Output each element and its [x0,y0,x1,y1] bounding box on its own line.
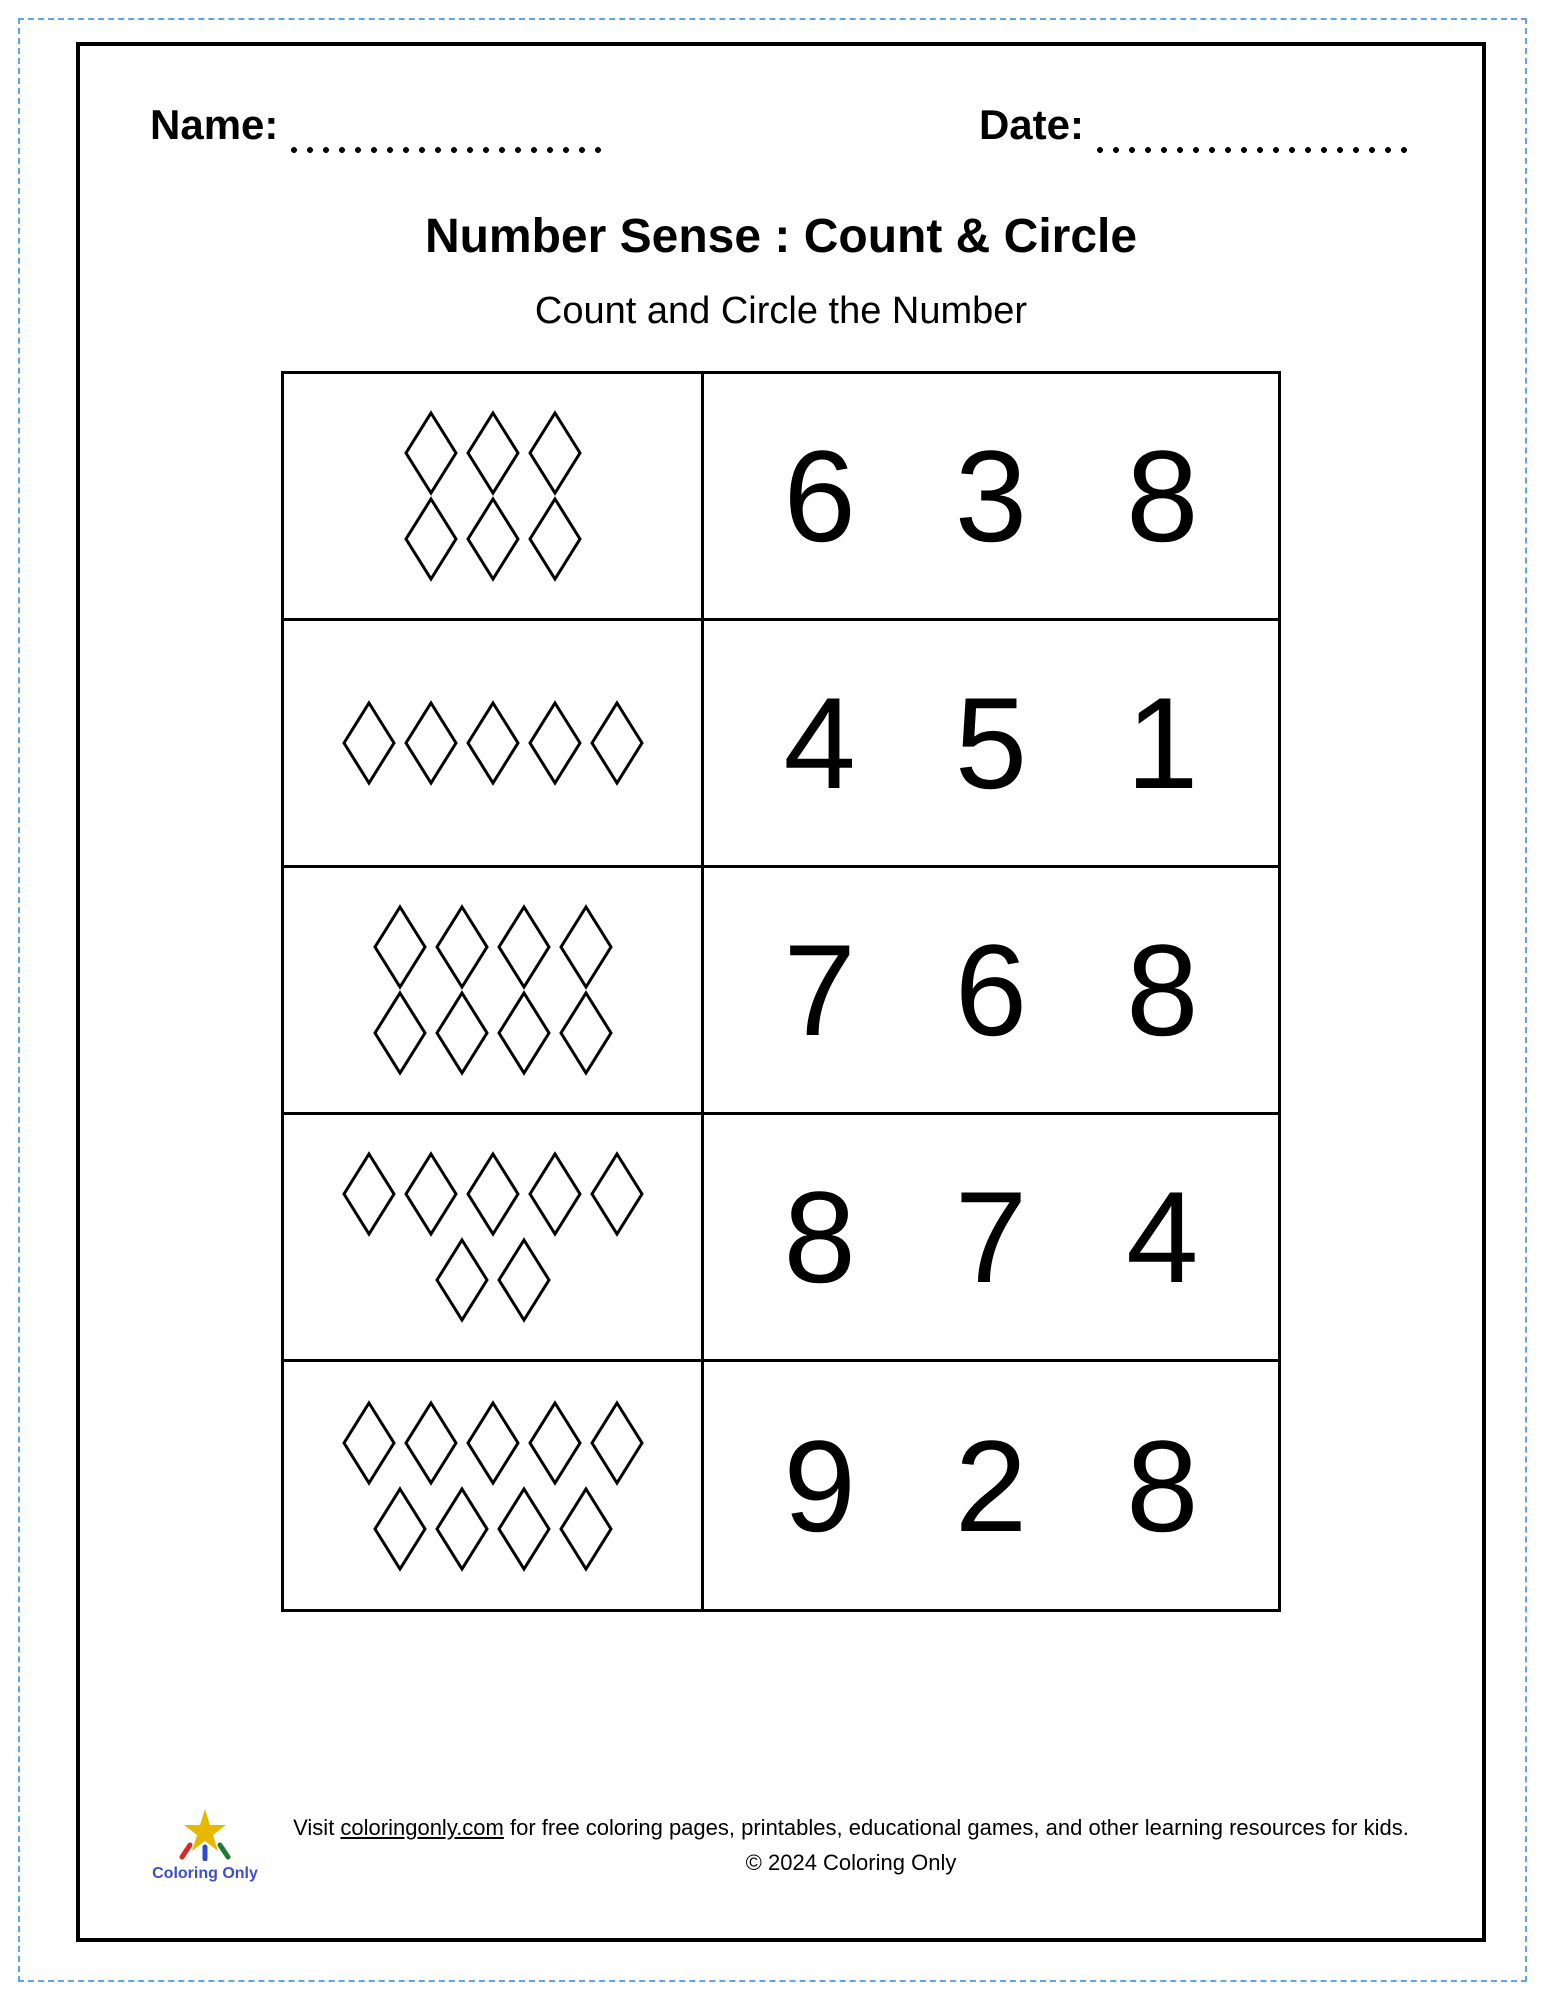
grid-row: 768 [284,868,1278,1115]
diamond-icon [403,1151,459,1237]
diamond-icon [589,1400,645,1486]
diamond-icon [527,410,583,496]
diamond-icon [403,410,459,496]
answer-number: 4 [1126,1172,1198,1302]
worksheet-title: Number Sense : Count & Circle [150,209,1412,264]
answer-number: 7 [784,925,856,1055]
diamond-icon [589,1151,645,1237]
header-row: Name: Date: [150,101,1412,149]
diamond-icon [496,1237,552,1323]
star-people-icon [170,1807,240,1861]
numbers-cell: 638 [704,374,1278,618]
diamond-icon [434,1486,490,1572]
footer-line1-post: for free coloring pages, printables, edu… [504,1815,1409,1840]
numbers-cell: 451 [704,621,1278,865]
shapes-cell [284,1362,704,1609]
answer-number: 6 [955,925,1027,1055]
date-label: Date: [979,101,1084,149]
diamond-icon [527,1151,583,1237]
answer-number: 4 [784,678,856,808]
diamond-icon [372,990,428,1076]
shape-line [341,1400,645,1486]
shape-line [341,1151,645,1237]
grid-row: 451 [284,621,1278,868]
shape-line [403,496,583,582]
diamond-icon [372,1486,428,1572]
diamond-icon [496,990,552,1076]
numbers-cell: 768 [704,868,1278,1112]
diamond-icon [527,700,583,786]
diamond-icon [558,904,614,990]
answer-number: 8 [784,1172,856,1302]
answer-number: 7 [955,1172,1027,1302]
worksheet-page: Name: Date: Number Sense : Count & Circl… [76,42,1486,1942]
diamond-icon [403,700,459,786]
diamond-icon [558,1486,614,1572]
shapes-cell [284,621,704,865]
date-blank-line [1092,143,1412,157]
brand-logo: Coloring Only [150,1807,260,1883]
shapes-cell [284,374,704,618]
diamond-icon [341,1151,397,1237]
shape-line [372,904,614,990]
name-field: Name: [150,101,606,149]
shapes-cell [284,1115,704,1359]
numbers-cell: 874 [704,1115,1278,1359]
diamond-icon [434,1237,490,1323]
diamond-icon [527,496,583,582]
footer: Coloring Only Visit coloringonly.com for… [150,1807,1412,1883]
answer-number: 6 [784,431,856,561]
diamond-icon [465,1151,521,1237]
diamond-icon [341,1400,397,1486]
worksheet-grid: 638451768874928 [281,371,1281,1612]
footer-link[interactable]: coloringonly.com [340,1815,503,1840]
brand-logo-text: Coloring Only [152,1865,258,1883]
name-label: Name: [150,101,278,149]
diamond-icon [496,904,552,990]
diamond-icon [372,904,428,990]
answer-number: 2 [955,1421,1027,1551]
worksheet-subtitle: Count and Circle the Number [150,290,1412,333]
diamond-icon [465,410,521,496]
shape-line [372,990,614,1076]
date-field: Date: [979,101,1412,149]
answer-number: 1 [1126,678,1198,808]
diamond-icon [465,700,521,786]
diamond-icon [403,1400,459,1486]
answer-number: 3 [955,431,1027,561]
answer-number: 9 [784,1421,856,1551]
shapes-cell [284,868,704,1112]
shape-line [341,700,645,786]
shape-line [434,1237,552,1323]
grid-row: 874 [284,1115,1278,1362]
footer-copyright: © 2024 Coloring Only [746,1850,957,1875]
footer-text: Visit coloringonly.com for free coloring… [290,1810,1412,1880]
numbers-cell: 928 [704,1362,1278,1609]
diamond-icon [465,1400,521,1486]
diamond-icon [341,700,397,786]
diamond-icon [527,1400,583,1486]
answer-number: 5 [955,678,1027,808]
name-blank-line [286,143,606,157]
diamond-icon [434,990,490,1076]
diamond-icon [465,496,521,582]
diamond-icon [496,1486,552,1572]
grid-row: 638 [284,374,1278,621]
diamond-icon [403,496,459,582]
diamond-icon [589,700,645,786]
answer-number: 8 [1126,1421,1198,1551]
grid-row: 928 [284,1362,1278,1609]
shape-line [403,410,583,496]
answer-number: 8 [1126,925,1198,1055]
diamond-icon [434,904,490,990]
shape-line [372,1486,614,1572]
answer-number: 8 [1126,431,1198,561]
footer-line1-pre: Visit [293,1815,340,1840]
diamond-icon [558,990,614,1076]
